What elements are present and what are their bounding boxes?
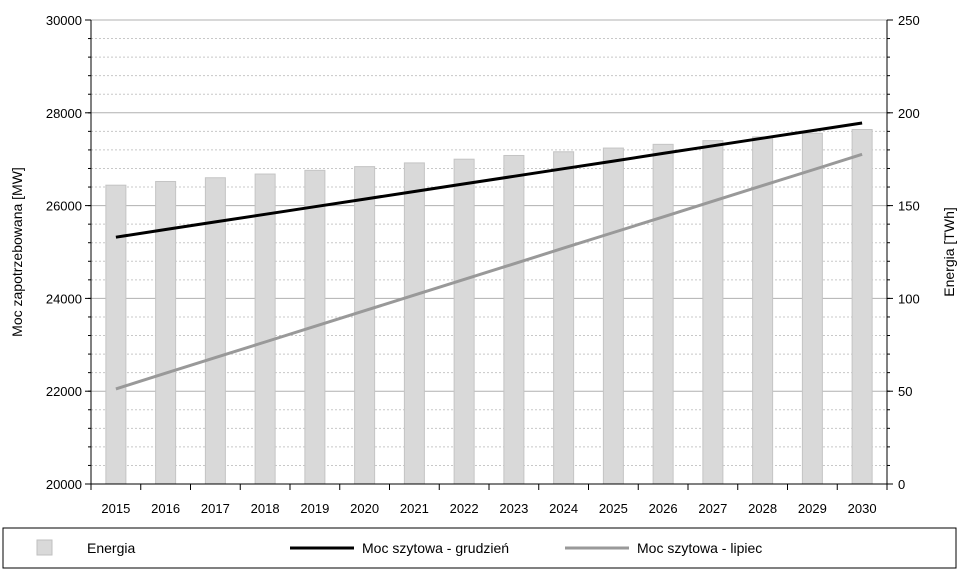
legend-label-grudzien: Moc szytowa - grudzień — [362, 540, 509, 556]
y-right-tick-label: 250 — [898, 13, 920, 28]
y-left-axis-title: Moc zapotrzebowana [MW] — [9, 167, 25, 337]
x-tick-label-2026: 2026 — [649, 501, 678, 516]
x-tick-label-2019: 2019 — [300, 501, 329, 516]
x-tick-label-2025: 2025 — [599, 501, 628, 516]
y-right-axis-title: Energia [TWh] — [941, 207, 957, 296]
power-lines — [115, 121, 863, 391]
bar-energia-2023 — [503, 154, 525, 485]
legend-label-lipiec: Moc szytowa - lipiec — [637, 540, 762, 556]
x-tick-label-2029: 2029 — [798, 501, 827, 516]
energia-bars — [105, 129, 873, 485]
y-left-tick-label: 24000 — [46, 291, 82, 306]
x-tick-label-2028: 2028 — [748, 501, 777, 516]
bar-energia-2025 — [602, 147, 624, 485]
y-right-tick-label: 100 — [898, 291, 920, 306]
x-tick-label-2020: 2020 — [350, 501, 379, 516]
line-moc-lipiec — [115, 152, 863, 391]
y-left-tick-label: 30000 — [46, 13, 82, 28]
bar-energia-2016 — [155, 180, 177, 485]
x-tick-label-2024: 2024 — [549, 501, 578, 516]
bar-energia-2022 — [453, 158, 475, 485]
bar-energia-2020 — [354, 166, 376, 485]
x-tick-label-2015: 2015 — [101, 501, 130, 516]
legend: Energia Moc szytowa - grudzień Moc szyto… — [2, 527, 957, 569]
x-tick-label-2017: 2017 — [201, 501, 230, 516]
y-right-tick-label: 50 — [898, 384, 912, 399]
legend-label-energia: Energia — [87, 540, 135, 556]
x-tick-label-2016: 2016 — [151, 501, 180, 516]
x-tick-label-2022: 2022 — [450, 501, 479, 516]
y-right-tick-label: 0 — [898, 477, 905, 492]
bar-energia-2015 — [105, 184, 127, 485]
legend-swatch-energia — [36, 539, 53, 556]
bar-energia-2026 — [652, 143, 674, 485]
bar-energia-2018 — [254, 173, 276, 485]
axes: 20000 22000 24000 26000 28000 30000 0 50 100 150 2… — [46, 13, 920, 516]
bar-energia-2030 — [851, 129, 873, 485]
legend-frame — [2, 527, 957, 569]
bar-energia-2029 — [801, 132, 823, 485]
bar-energia-2024 — [553, 151, 575, 485]
y-left-tick-label: 28000 — [46, 106, 82, 121]
x-tick-label-2018: 2018 — [251, 501, 280, 516]
y-right-tick-label: 150 — [898, 199, 920, 214]
x-tick-label-2021: 2021 — [400, 501, 429, 516]
y-left-tick-label: 22000 — [46, 384, 82, 399]
y-right-tick-label: 200 — [898, 106, 920, 121]
y-left-tick-label: 26000 — [46, 199, 82, 214]
x-tick-label-2027: 2027 — [698, 501, 727, 516]
bar-energia-2027 — [702, 140, 724, 485]
bar-energia-2021 — [403, 162, 425, 485]
line-moc-grudzien — [115, 121, 863, 239]
x-tick-label-2023: 2023 — [499, 501, 528, 516]
y-left-tick-label: 20000 — [46, 477, 82, 492]
x-tick-label-2030: 2030 — [848, 501, 877, 516]
